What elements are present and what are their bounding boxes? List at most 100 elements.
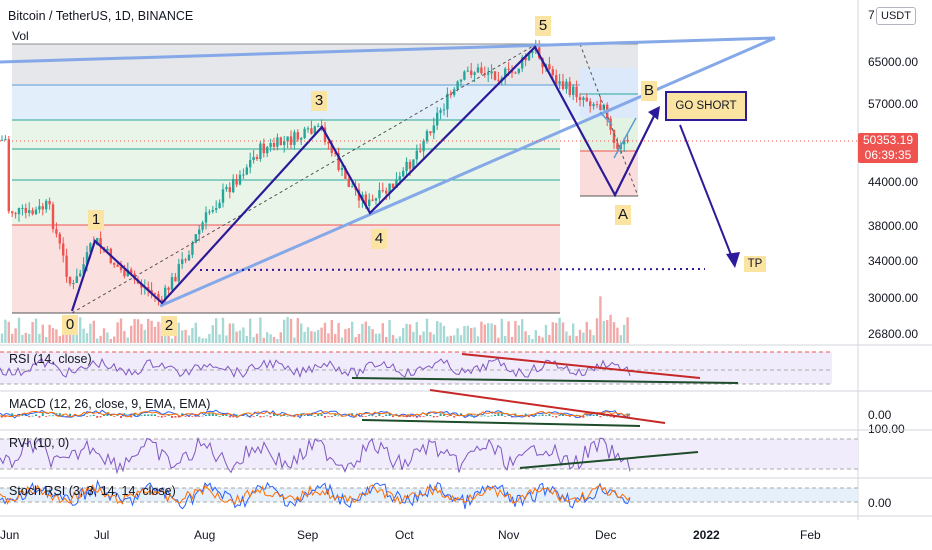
volume-bar (283, 319, 286, 343)
macd-divergence-top[interactable] (429, 389, 666, 424)
volume-bar (249, 318, 252, 343)
currency-badge[interactable]: USDT (876, 7, 916, 25)
volume-bar (446, 336, 449, 343)
candle-body (208, 211, 211, 213)
volume-bar (619, 335, 622, 343)
volume-bar (612, 322, 616, 343)
volume-bar (204, 338, 208, 343)
volume-bar (541, 337, 544, 343)
volume-bar (126, 337, 129, 343)
candle-body (323, 127, 327, 142)
macd-hist-bar (92, 414, 95, 416)
wave-label-5[interactable]: 5 (535, 16, 551, 36)
wave-label-1[interactable]: 1 (88, 210, 104, 230)
upper-channel-line[interactable] (0, 36, 776, 64)
stoch-legend[interactable]: Stoch RSI (3, 3, 14, 14, close) (9, 484, 176, 498)
macd-hist-bar (65, 416, 68, 417)
macd-hist-bar (249, 416, 252, 418)
volume-bar (177, 322, 180, 343)
macd-hist-bar (266, 415, 269, 417)
candle-body (41, 206, 44, 210)
volume-bar (187, 335, 191, 343)
candle-body (306, 128, 310, 130)
volume-bar (300, 323, 303, 343)
tp-level-line[interactable] (199, 268, 706, 271)
wave-label-4[interactable]: 4 (371, 229, 387, 249)
macd-hist-bar (494, 414, 496, 416)
bar-countdown: 06:39:35 (864, 148, 912, 162)
volume-bar (422, 331, 425, 343)
macd-hist-bar (528, 416, 530, 418)
macd-hist-bar (177, 416, 180, 418)
volume-bar (463, 326, 466, 343)
rsi-legend[interactable]: RSI (14, close) (9, 352, 92, 366)
candle-body (507, 68, 510, 70)
x-tick: Feb (800, 528, 821, 542)
macd-divergence-bottom[interactable] (361, 419, 641, 427)
candles (0, 39, 629, 307)
macd-hist-bar (562, 414, 564, 416)
volume-bar (480, 321, 483, 343)
rsi-divergence-bottom[interactable] (351, 377, 739, 384)
wave-label-2[interactable]: 2 (161, 316, 177, 336)
x-tick: Jun (0, 528, 19, 542)
volume-bar (582, 332, 585, 343)
elliott-wave-path[interactable] (70, 45, 658, 312)
volume-bar (626, 317, 629, 343)
candle-body (381, 190, 384, 192)
candle-body (204, 212, 208, 223)
candle-body (119, 266, 123, 271)
volume-bar (31, 321, 34, 343)
candle-body (126, 269, 129, 277)
x-tick: Jul (94, 528, 109, 542)
volume-bar (500, 318, 503, 343)
candle-body (459, 79, 463, 82)
macd-hist-bar (473, 415, 476, 417)
fib-diagonal (71, 44, 536, 314)
candle-body (551, 69, 554, 76)
wave-label-3[interactable]: 3 (311, 91, 327, 111)
candle-body (68, 276, 72, 284)
macd-hist-bar (361, 416, 364, 418)
macd-hist-bar (422, 416, 425, 417)
macd-hist-bar (364, 416, 367, 417)
macd-hist-bar (402, 416, 405, 417)
wave-label-a[interactable]: A (615, 205, 631, 225)
macd-legend[interactable]: MACD (12, 26, close, 9, EMA, EMA) (9, 397, 211, 411)
volume-bar (317, 329, 320, 343)
candle-body (65, 255, 68, 277)
candle-body (21, 207, 24, 209)
candle-body (599, 104, 602, 111)
volume-bar (201, 338, 204, 343)
macd-hist-bar (1, 416, 3, 418)
candle-body (113, 263, 116, 265)
volume-bar (242, 327, 245, 343)
macd-hist-bar (538, 415, 541, 417)
projection-arrow[interactable] (679, 124, 736, 266)
volume-bar (262, 337, 265, 343)
volume-bar (599, 296, 602, 343)
rsi-divergence-top[interactable] (461, 353, 701, 379)
wave-label-b[interactable]: B (641, 81, 657, 101)
lower-channel-line[interactable] (159, 36, 776, 308)
macd-signal-line (0, 410, 631, 418)
candle-body (623, 139, 626, 145)
macd-hist-bar (483, 415, 486, 417)
go-short-callout[interactable]: GO SHORT (665, 91, 747, 121)
rvi-legend[interactable]: RVI (10, 0) (9, 436, 70, 450)
rvi-trendline[interactable] (519, 451, 699, 469)
volume-bar (432, 334, 435, 343)
candle-body (0, 139, 4, 141)
tp-callout[interactable]: TP (744, 256, 766, 272)
macd-hist-bar (470, 415, 473, 417)
wave-label-0[interactable]: 0 (62, 315, 78, 335)
macd-hist-bar (147, 414, 150, 416)
macd-hist-bar (133, 413, 136, 416)
macd-hist-bar (524, 413, 527, 416)
macd-hist-bar (256, 415, 258, 416)
volume-bar (85, 333, 89, 343)
volume-bar (286, 317, 289, 343)
volume-bar (558, 317, 561, 343)
volume-bar (449, 335, 452, 343)
